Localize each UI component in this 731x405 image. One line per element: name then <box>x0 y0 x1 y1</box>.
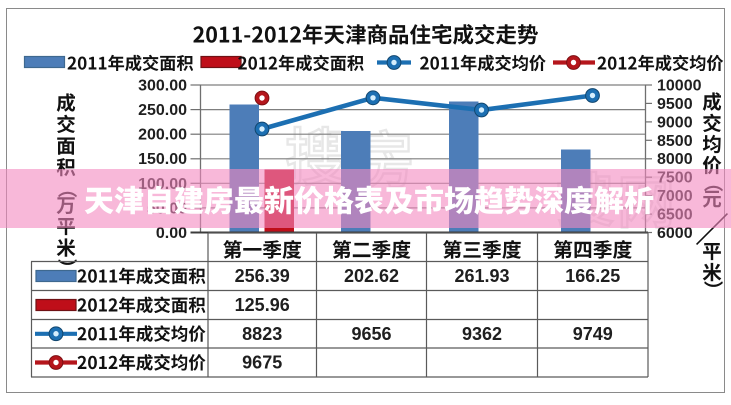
svg-text:261.93: 261.93 <box>454 266 509 286</box>
svg-text:300.00: 300.00 <box>138 78 187 95</box>
svg-text:8500: 8500 <box>657 133 693 150</box>
svg-text:256.39: 256.39 <box>235 266 290 286</box>
svg-text:9749: 9749 <box>573 324 613 344</box>
svg-text:9656: 9656 <box>351 324 391 344</box>
svg-text:250.00: 250.00 <box>138 102 187 119</box>
svg-text:202.62: 202.62 <box>344 266 399 286</box>
svg-text:9675: 9675 <box>242 353 282 373</box>
svg-text:9000: 9000 <box>657 114 693 131</box>
svg-text:150.00: 150.00 <box>138 151 187 168</box>
svg-text:200.00: 200.00 <box>138 127 187 144</box>
svg-text:8823: 8823 <box>242 324 282 344</box>
svg-text:166.25: 166.25 <box>565 266 620 286</box>
svg-text:9362: 9362 <box>462 324 502 344</box>
svg-text:0.00: 0.00 <box>156 225 187 242</box>
svg-text:125.96: 125.96 <box>235 295 290 315</box>
svg-text:8000: 8000 <box>657 151 693 168</box>
svg-text:10000: 10000 <box>657 78 702 95</box>
svg-text:9500: 9500 <box>657 96 693 113</box>
svg-text:6000: 6000 <box>657 225 693 242</box>
